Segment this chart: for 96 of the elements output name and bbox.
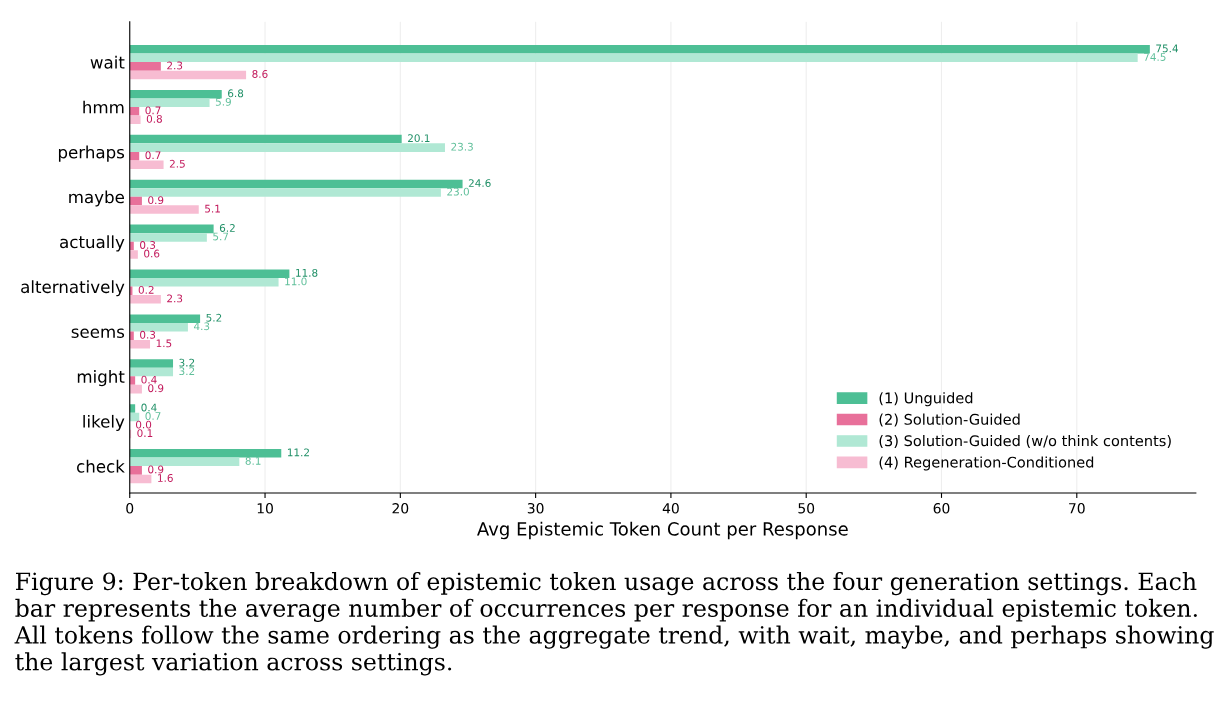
y-tick-label: maybe <box>69 190 124 207</box>
data-label: 5.2 <box>206 313 222 322</box>
bar <box>129 367 174 377</box>
data-label: 6.8 <box>228 89 244 98</box>
bar <box>129 53 1138 63</box>
bar <box>129 160 164 169</box>
legend-label: (3) Solution-Guided (w/o think contents) <box>879 434 1171 448</box>
data-label: 11.8 <box>296 268 318 277</box>
data-label: 0.9 <box>148 384 164 393</box>
legend-label: (1) Unguided <box>879 392 973 407</box>
x-tick-label: 50 <box>798 503 815 514</box>
data-label: 3.2 <box>179 367 195 376</box>
bar <box>129 98 210 108</box>
x-tick-label: 60 <box>933 503 950 514</box>
y-tick-label: check <box>77 459 125 473</box>
bar <box>129 278 279 287</box>
x-tick-label: 70 <box>1069 503 1085 514</box>
data-label: 2.3 <box>167 61 183 70</box>
data-label: 0.4 <box>141 375 157 384</box>
data-label: 0.3 <box>140 241 156 249</box>
data-label: 5.9 <box>215 97 231 106</box>
y-tick-label: hmm <box>83 100 124 114</box>
data-label: 3.2 <box>179 358 195 367</box>
bar <box>129 295 161 304</box>
bar <box>129 45 1150 54</box>
bar <box>129 224 214 234</box>
data-label: 0.7 <box>145 151 161 160</box>
bar <box>129 331 134 340</box>
y-tick-label: might <box>77 370 125 387</box>
bar <box>129 134 402 144</box>
x-tick-label: 20 <box>392 503 409 514</box>
x-tick-label: 0 <box>126 503 134 514</box>
data-label: 74.5 <box>1144 53 1166 61</box>
bar <box>129 70 247 80</box>
bar <box>129 339 151 349</box>
y-tick-label: likely <box>83 414 125 432</box>
y-tick-label: wait <box>90 55 125 69</box>
data-label: 0.9 <box>148 196 164 205</box>
data-label: 5.1 <box>205 204 220 213</box>
y-tick-label: actually <box>60 235 125 252</box>
data-label: 0.7 <box>145 106 161 115</box>
data-label: 8.6 <box>252 70 268 78</box>
data-label: 11.2 <box>287 448 309 457</box>
data-label: 0.8 <box>146 114 162 123</box>
data-label: 75.4 <box>1156 44 1179 53</box>
bar <box>129 474 152 484</box>
x-tick-label: 30 <box>527 503 544 514</box>
data-label: 5.7 <box>213 232 229 241</box>
bar <box>129 457 240 467</box>
data-label: 4.3 <box>193 322 210 331</box>
bar <box>129 196 142 206</box>
x-tick-label: 10 <box>257 503 273 514</box>
data-label: 0.2 <box>138 285 154 294</box>
caption: Figure 9: Per-token breakdown of epistemic token usage across the four generation settings. Each bar represents the average number of occurrences per response for an individual epistemic token. All tokens follow the same ordering as the aggregate trend, with wait, maybe, and perhaps showing the largest variation across settings. <box>14 571 1214 676</box>
bar <box>129 384 142 394</box>
data-label: 0.4 <box>141 403 157 412</box>
bar <box>129 449 282 458</box>
bar <box>129 359 174 368</box>
bar <box>129 233 207 242</box>
data-label: 0.0 <box>135 420 152 429</box>
data-label: 0.1 <box>137 429 153 438</box>
data-label: 1.5 <box>156 339 172 348</box>
bar <box>129 466 142 475</box>
bar <box>129 115 141 125</box>
legend-label: (4) Regeneration-Conditioned <box>879 456 1094 471</box>
bar <box>129 250 138 259</box>
data-label: 23.3 <box>451 142 473 151</box>
y-tick-label: perhaps <box>58 145 125 162</box>
data-label: 0.3 <box>140 330 156 339</box>
bar <box>129 322 188 332</box>
data-label: 2.5 <box>169 159 185 168</box>
data-label: 6.2 <box>219 224 235 232</box>
bar <box>129 376 136 385</box>
data-label: 23.0 <box>447 187 469 196</box>
bar <box>129 314 201 323</box>
bar <box>129 107 140 116</box>
y-tick-label: alternatively <box>21 280 125 297</box>
bar <box>129 62 161 71</box>
data-label: 8.1 <box>245 456 261 465</box>
data-label: 11.0 <box>285 277 307 286</box>
data-label: 24.6 <box>468 179 491 188</box>
y-tick-label: seems <box>71 328 125 339</box>
bar <box>129 241 134 251</box>
data-label: 20.1 <box>408 134 430 143</box>
data-label: 0.9 <box>148 465 164 474</box>
data-label: 0.7 <box>145 412 161 420</box>
data-label: 2.3 <box>167 294 183 303</box>
bar <box>129 205 199 214</box>
bar <box>129 188 441 197</box>
bar <box>129 143 445 152</box>
bar <box>129 404 136 413</box>
data-label: 0.6 <box>144 249 160 258</box>
x-axis-title: Avg Epistemic Token Count per Response <box>477 521 848 540</box>
x-tick-label: 40 <box>662 503 679 514</box>
data-label: 1.6 <box>158 474 173 482</box>
legend-label: (2) Solution-Guided <box>879 413 1020 427</box>
